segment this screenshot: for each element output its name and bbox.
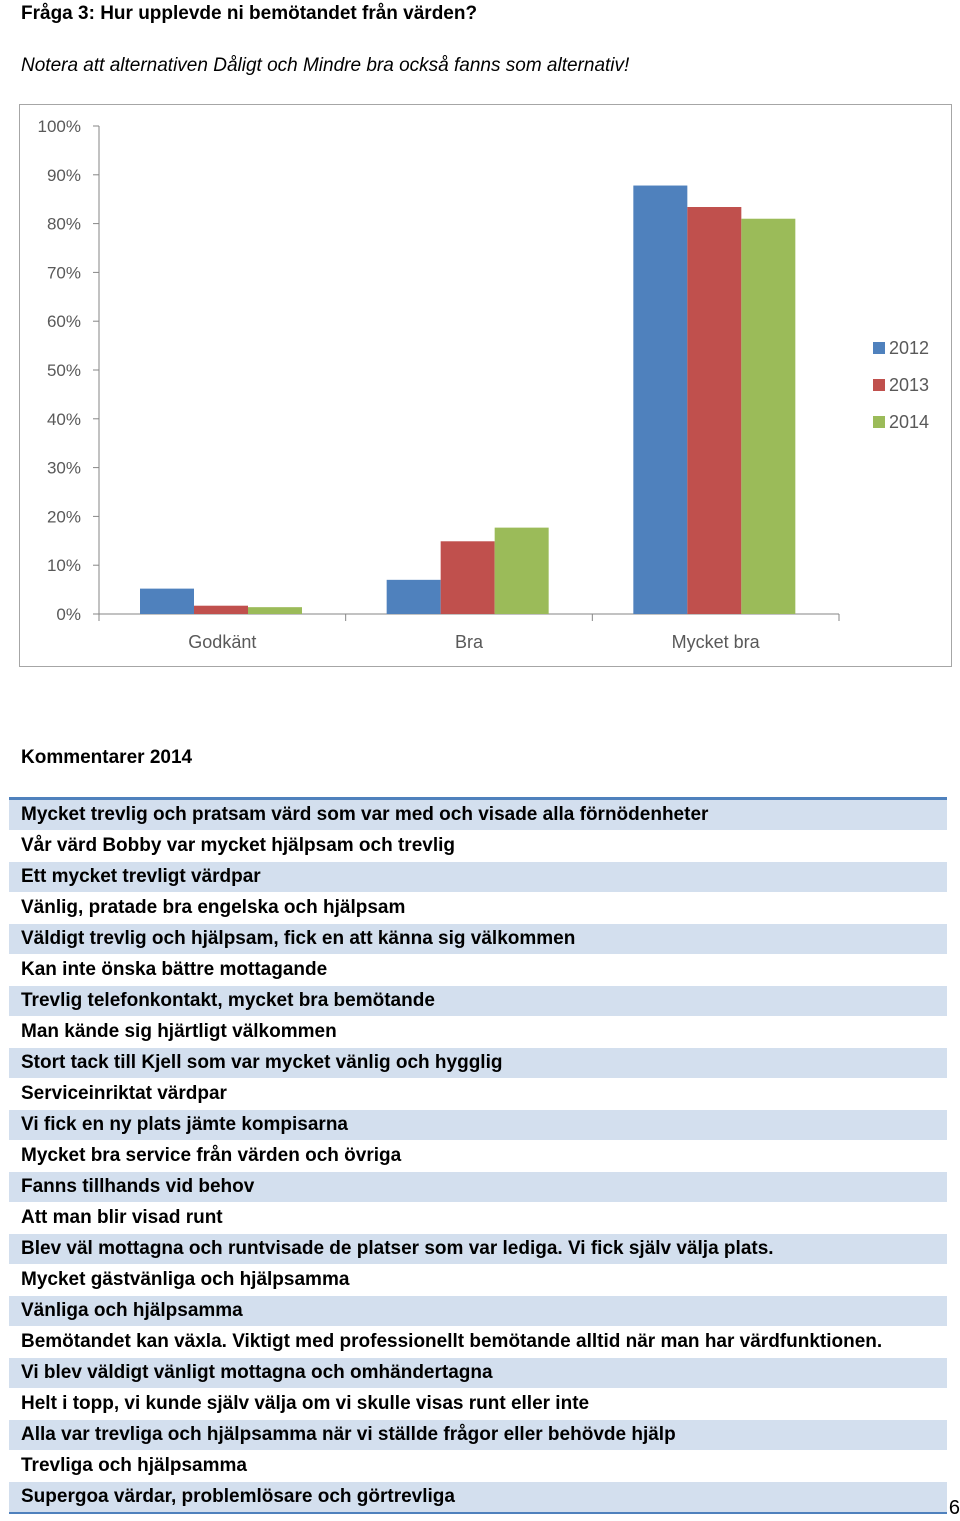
legend-swatch-2012 — [873, 342, 885, 354]
comment-row: Vänlig, pratade bra engelska och hjälpsa… — [9, 893, 947, 924]
x-category-label: Godkänt — [188, 632, 256, 652]
bar-2012-1 — [386, 579, 441, 614]
comment-row: Alla var trevliga och hjälpsamma när vi … — [9, 1420, 947, 1451]
comment-row: Ett mycket trevligt värdpar — [9, 862, 947, 893]
bar-chart: 0% 10% 20% 30% 40% 50% 60% 70% 80% 90% 100% Godkänt… — [19, 104, 952, 667]
comments-table: Mycket trevlig och pratsam värd som var … — [9, 797, 947, 1514]
comment-row: Helt i topp, vi kunde själv välja om vi … — [9, 1389, 947, 1420]
bar-2014-1 — [494, 527, 549, 614]
x-category-label: Mycket bra — [672, 632, 761, 652]
page-number: 6 — [948, 1497, 960, 1519]
comment-row: Blev väl mottagna och runtvisade de plat… — [9, 1234, 947, 1265]
legend-swatch-2013 — [873, 379, 885, 391]
y-tick-label: 50% — [47, 361, 81, 380]
bar-2013-0 — [194, 605, 248, 614]
comment-row: Trevliga och hjälpsamma — [9, 1451, 947, 1482]
comment-row: Mycket trevlig och pratsam värd som var … — [9, 800, 947, 831]
y-tick-label: 40% — [47, 410, 81, 429]
y-tick-label: 0% — [56, 605, 81, 624]
bar-2014-0 — [248, 607, 302, 614]
comment-row: Kan inte önska bättre mottagande — [9, 955, 947, 986]
question-note: Notera att alternativen Dåligt och Mindr… — [21, 55, 630, 76]
comment-row: Mycket bra service från värden och övrig… — [9, 1141, 947, 1172]
y-tick-label: 90% — [47, 166, 81, 185]
legend-label: 2014 — [889, 412, 929, 432]
comment-row: Vi blev väldigt vänligt mottagna och omh… — [9, 1358, 947, 1389]
bar-2013-1 — [440, 541, 495, 614]
y-tick-label: 30% — [47, 459, 81, 478]
bar-2014-2 — [741, 218, 796, 614]
comment-row: Vi fick en ny plats jämte kompisarna — [9, 1110, 947, 1141]
legend-label: 2012 — [889, 338, 929, 358]
y-tick-label: 100% — [38, 117, 81, 136]
comment-row: Trevlig telefonkontakt, mycket bra bemöt… — [9, 986, 947, 1017]
legend-swatch-2014 — [873, 416, 885, 428]
bar-2012-2 — [633, 185, 688, 614]
x-category-label: Bra — [455, 632, 484, 652]
comment-row: Väldigt trevlig och hjälpsam, fick en at… — [9, 924, 947, 955]
legend-label: 2013 — [889, 375, 929, 395]
y-tick-label: 60% — [47, 312, 81, 331]
comment-row: Vår värd Bobby var mycket hjälpsam och t… — [9, 831, 947, 862]
comment-row: Man kände sig hjärtligt välkommen — [9, 1017, 947, 1048]
question-heading: Fråga 3: Hur upplevde ni bemötandet från… — [21, 3, 478, 24]
comment-row: Att man blir visad runt — [9, 1203, 947, 1234]
comment-row: Serviceinriktat värdpar — [9, 1079, 947, 1110]
comment-row: Supergoa värdar, problemlösare och görtr… — [9, 1482, 947, 1514]
comment-row: Stort tack till Kjell som var mycket vän… — [9, 1048, 947, 1079]
y-tick-label: 70% — [47, 263, 81, 282]
bar-2012-0 — [140, 588, 194, 614]
bar-2013-2 — [687, 207, 742, 614]
comment-row: Mycket gästvänliga och hjälpsamma — [9, 1265, 947, 1296]
comment-row: Fanns tillhands vid behov — [9, 1172, 947, 1203]
comment-row: Vänliga och hjälpsamma — [9, 1296, 947, 1327]
comments-title: Kommentarer 2014 — [21, 747, 193, 768]
y-tick-label: 80% — [47, 215, 81, 234]
y-tick-label: 20% — [47, 507, 81, 526]
comment-row: Bemötandet kan växla. Viktigt med profes… — [9, 1327, 947, 1358]
y-tick-label: 10% — [47, 556, 81, 575]
bar-chart-svg: 0% 10% 20% 30% 40% 50% 60% 70% 80% 90% 100% Godkänt… — [38, 117, 930, 652]
